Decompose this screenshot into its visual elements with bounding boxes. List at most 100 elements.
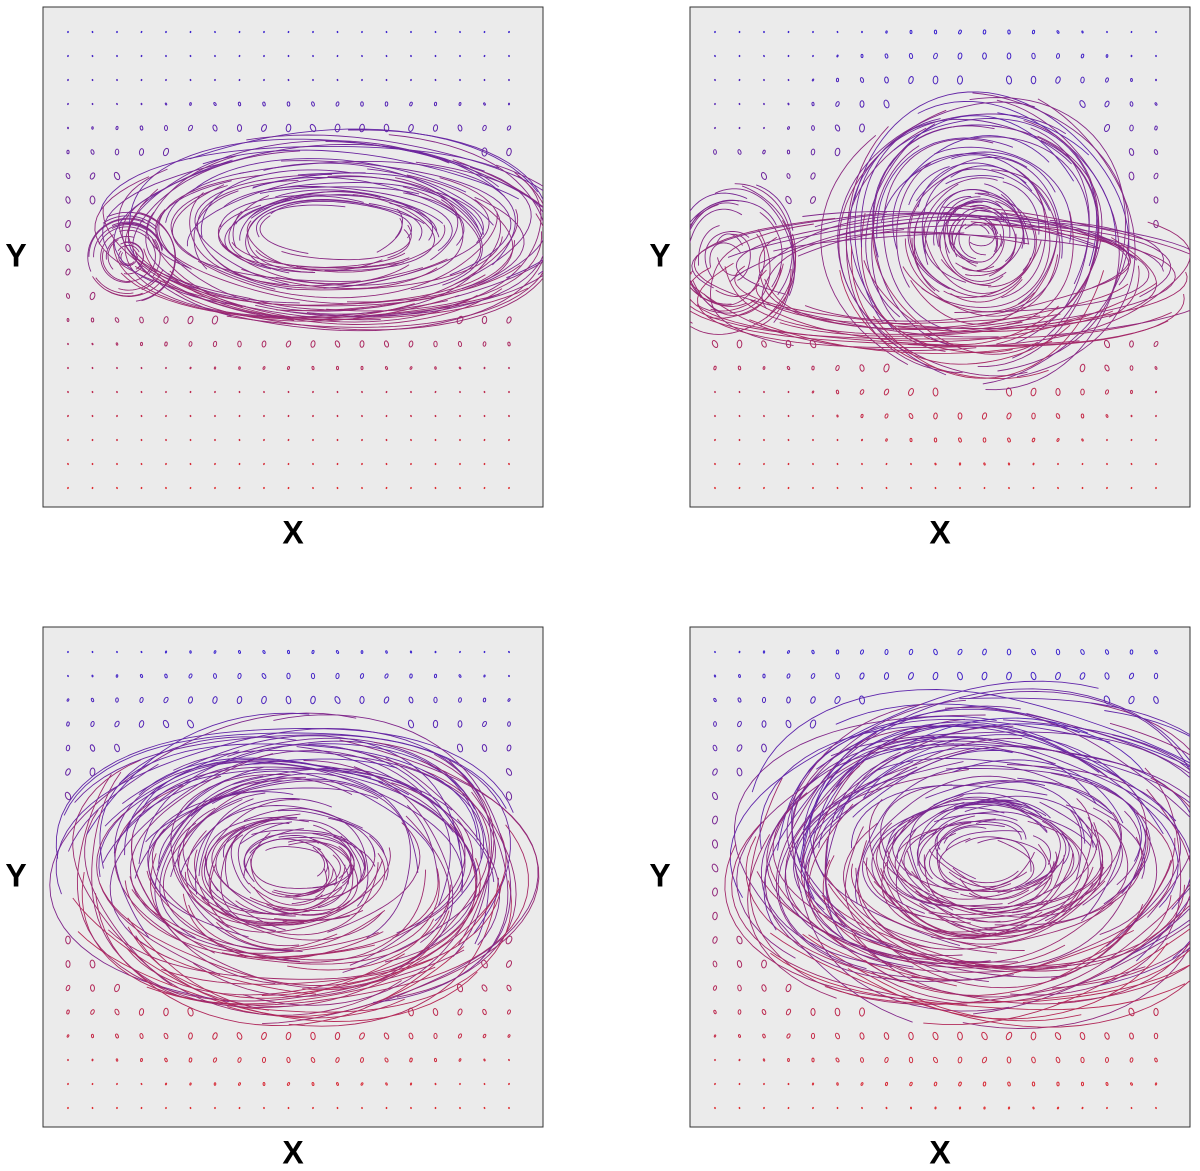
tracer: [310, 1057, 316, 1063]
tracer: [713, 149, 717, 155]
trajectory: [873, 880, 1080, 941]
tracer: [763, 414, 765, 418]
trajectory: [820, 134, 909, 365]
tracer: [65, 984, 71, 992]
trajectory: [226, 213, 543, 328]
trajectory: [924, 305, 1059, 345]
tracer: [361, 486, 363, 490]
tracer: [312, 30, 314, 34]
trajectory: [102, 206, 276, 317]
trajectory: [800, 725, 1120, 866]
tracer: [957, 671, 963, 681]
tracer: [836, 462, 839, 466]
tracer: [482, 697, 487, 703]
tracer: [1103, 123, 1111, 133]
trajectory: [747, 834, 837, 999]
tracer: [908, 76, 914, 84]
tracer: [738, 674, 741, 678]
trajectory: [961, 207, 1005, 222]
tracer: [763, 78, 765, 82]
trajectory: [945, 768, 1147, 894]
tracer: [263, 30, 265, 34]
trajectory: [118, 250, 134, 267]
tracer: [712, 911, 718, 921]
tracer: [90, 720, 95, 728]
trajectory: [959, 205, 1190, 336]
trajectory: [779, 271, 1188, 337]
tracer: [1104, 672, 1110, 680]
tracer: [457, 1033, 463, 1039]
tracer: [237, 672, 242, 680]
tracer: [787, 30, 790, 34]
tracer: [409, 650, 413, 654]
tracer: [213, 366, 217, 370]
trajectory: [857, 840, 1117, 950]
trajectory: [1026, 712, 1190, 955]
tracer: [91, 30, 94, 34]
trajectory: [406, 804, 439, 883]
tracer: [859, 1007, 865, 1017]
trajectory: [973, 722, 1190, 1015]
tracer: [165, 30, 167, 34]
trajectory: [72, 897, 405, 1019]
trajectory: [127, 213, 478, 323]
tracer: [138, 1008, 145, 1016]
tracer: [786, 173, 791, 179]
tracer: [385, 30, 388, 34]
tracer: [457, 1008, 463, 1016]
tracer: [1154, 366, 1158, 370]
trajectory: [826, 877, 1066, 968]
trajectory: [323, 174, 490, 289]
tracer: [835, 101, 840, 107]
tracer: [310, 1031, 316, 1041]
tracer: [483, 390, 486, 394]
tracer: [236, 124, 243, 132]
tracer: [909, 437, 913, 443]
tracer: [786, 365, 791, 371]
trajectory: [948, 851, 1035, 888]
tracer: [506, 147, 512, 157]
tracer: [334, 1031, 341, 1041]
tracer: [786, 149, 791, 155]
trajectory: [803, 737, 1023, 961]
trajectory: [910, 717, 1088, 743]
tracer: [883, 388, 890, 396]
tracer: [483, 674, 486, 678]
tracer: [812, 54, 814, 58]
tracer: [810, 1008, 816, 1016]
trajectory: [1092, 807, 1146, 879]
tracer: [434, 414, 437, 418]
trajectory: [99, 883, 450, 986]
tracer: [1155, 486, 1157, 490]
tracer: [140, 54, 143, 58]
tracer: [1081, 438, 1084, 442]
tracer: [140, 650, 143, 654]
trajectory: [693, 217, 999, 338]
tracer: [90, 1033, 95, 1039]
trajectory: [353, 766, 466, 934]
trajectory: [268, 182, 446, 200]
tracer: [508, 366, 510, 370]
trajectory: [910, 232, 1099, 249]
tracer: [189, 30, 192, 34]
tracer: [189, 102, 192, 106]
trajectory: [1069, 809, 1083, 880]
tracer: [236, 695, 243, 705]
tracer: [311, 1081, 315, 1087]
tracer: [1153, 1007, 1159, 1017]
tracer: [481, 315, 488, 325]
tracer: [91, 1082, 94, 1086]
tracer: [65, 196, 71, 204]
tracer: [165, 438, 167, 442]
tracer: [67, 438, 69, 442]
trajectory: [49, 712, 357, 1003]
trajectory: [231, 242, 410, 269]
tracer: [287, 414, 290, 418]
trajectory: [200, 169, 354, 238]
tracer: [383, 1032, 390, 1040]
tracer: [66, 698, 70, 702]
tracer: [884, 649, 889, 655]
trajectory: [909, 798, 1023, 880]
trajectory: [222, 817, 298, 858]
tracer: [482, 720, 487, 728]
